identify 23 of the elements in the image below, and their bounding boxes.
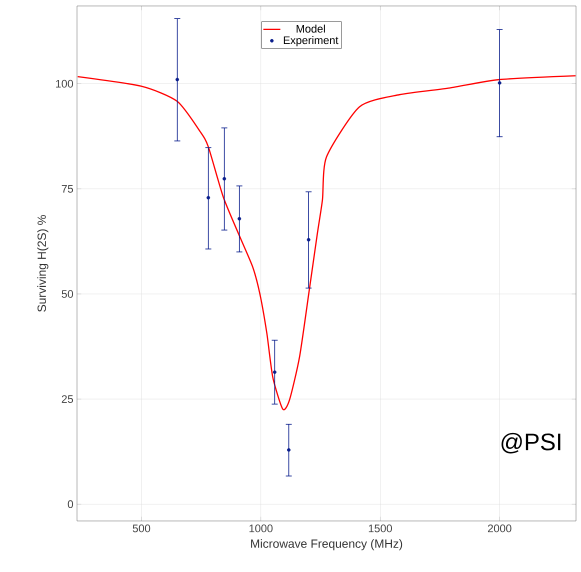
legend-label: Model (296, 24, 325, 33)
point (222, 176, 226, 181)
y-tick-label: 25 (62, 395, 74, 403)
y-tick-label: 0 (68, 500, 74, 508)
point (206, 196, 210, 200)
x-axis-title: Microwave Frequency (MHz) (251, 539, 402, 550)
annotation: @PSI (502, 432, 560, 454)
point (306, 238, 310, 242)
legend-label: Experiment (284, 36, 338, 46)
y-axis-title: Surviving H(2S) % (37, 215, 48, 312)
point (175, 78, 180, 82)
line-series (77, 75, 576, 410)
point (272, 370, 276, 374)
y-tick-label: 75 (62, 185, 74, 193)
x-tick-label: 500 (132, 524, 150, 532)
y-tick-label: 100 (56, 80, 74, 88)
x-tick-label: 1000 (249, 524, 273, 532)
x-tick-label: 1500 (368, 524, 392, 532)
point (286, 448, 291, 452)
y-tick-label: 50 (62, 290, 74, 298)
point (498, 81, 502, 85)
point (238, 216, 242, 221)
x-tick-label: 2000 (488, 524, 512, 532)
